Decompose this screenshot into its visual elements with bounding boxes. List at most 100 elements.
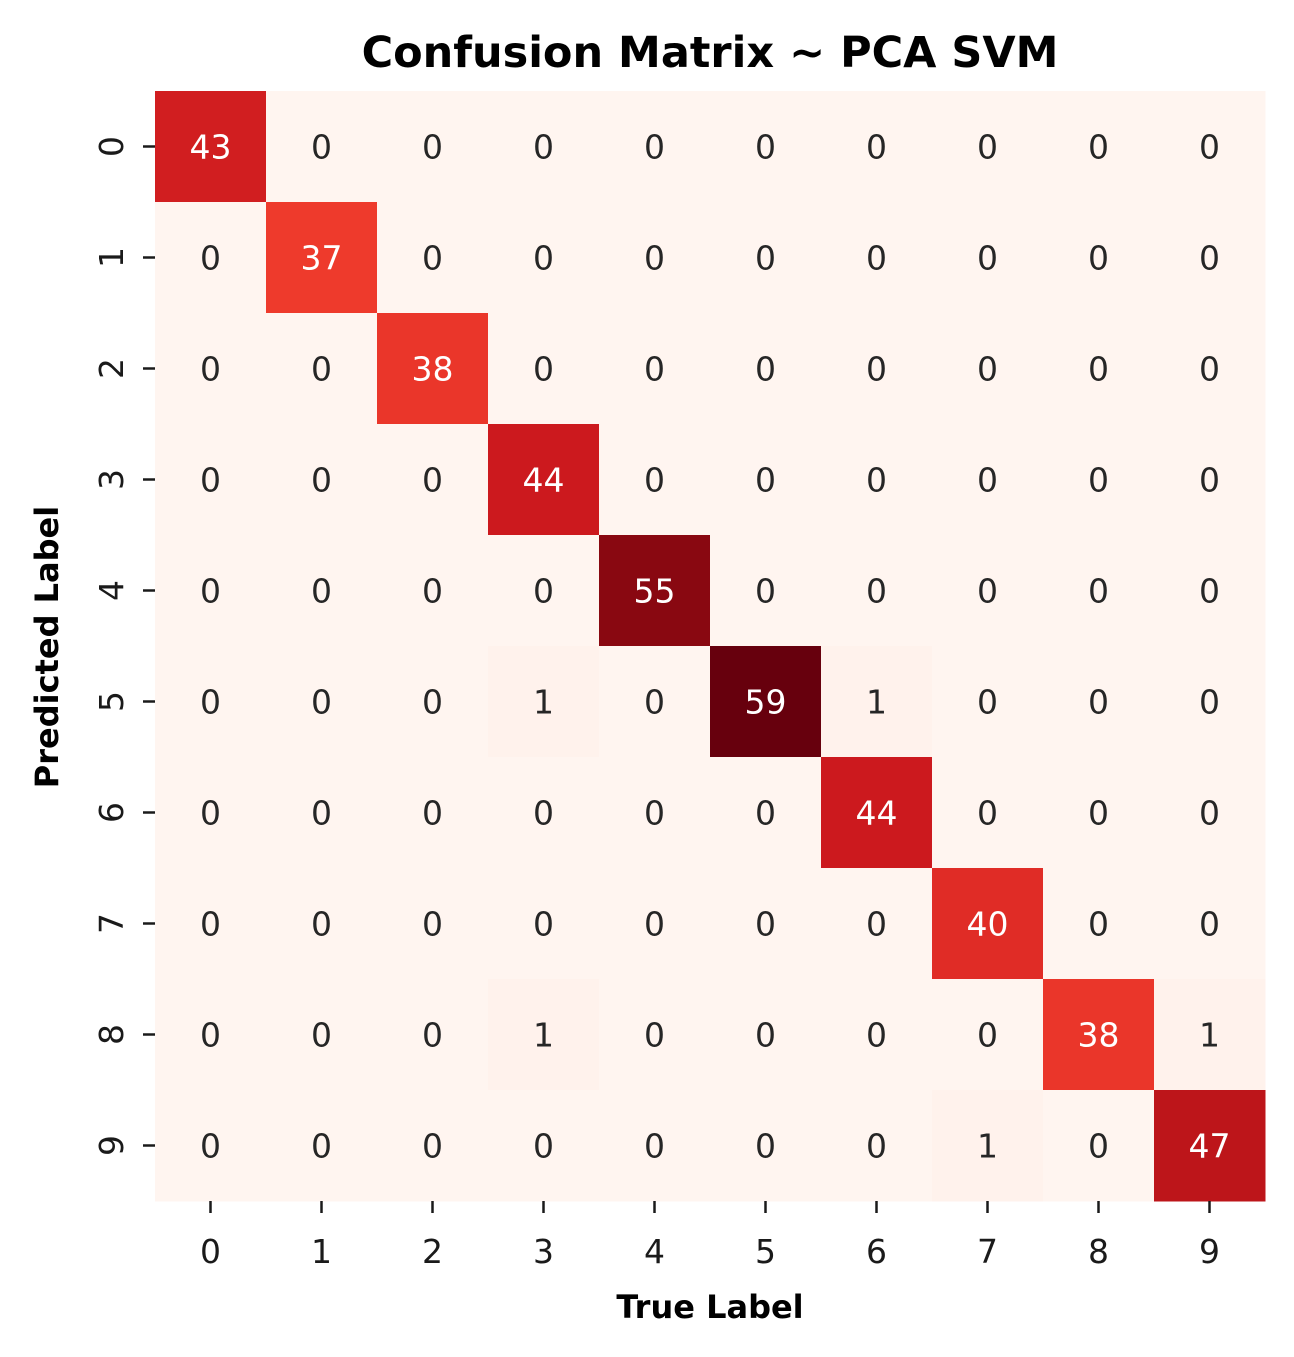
heatmap-cell-1-4: [599, 202, 711, 314]
cell-value-8-0: 0: [200, 1016, 221, 1055]
cell-value-5-1: 0: [311, 683, 332, 722]
x-tick-label-3: 3: [533, 1232, 554, 1271]
cell-value-3-2: 0: [422, 461, 443, 500]
cell-value-2-0: 0: [200, 350, 221, 389]
y-tick-label-5: 5: [92, 691, 131, 712]
heatmap-cell-5-4: [599, 646, 711, 758]
heatmap-cell-8-2: [377, 979, 489, 1091]
cell-value-9-3: 0: [533, 1127, 554, 1166]
heatmap-cell-7-1: [266, 868, 378, 980]
heatmap-cell-6-5: [710, 757, 822, 869]
x-tick-label-0: 0: [200, 1232, 221, 1271]
cell-value-8-8: 38: [1078, 1016, 1120, 1055]
heatmap-cell-0-5: [710, 91, 822, 203]
cell-value-3-5: 0: [755, 461, 776, 500]
cell-value-8-2: 0: [422, 1016, 443, 1055]
cell-value-2-3: 0: [533, 350, 554, 389]
cell-value-2-4: 0: [644, 350, 665, 389]
chart-title: Confusion Matrix ~ PCA SVM: [362, 28, 1059, 78]
heatmap-cell-7-3: [488, 868, 600, 980]
cell-value-7-1: 0: [311, 905, 332, 944]
cell-value-3-9: 0: [1199, 461, 1220, 500]
cell-value-4-5: 0: [755, 572, 776, 611]
x-axis-ticks: 0 1 2 3 4 5 6 7 8 9: [200, 1201, 1220, 1271]
heatmap-cell-6-2: [377, 757, 489, 869]
y-tick-label-9: 9: [92, 1135, 131, 1156]
x-tick-label-2: 2: [422, 1232, 443, 1271]
cell-value-4-1: 0: [311, 572, 332, 611]
heatmap-cell-5-0: [155, 646, 267, 758]
heatmap-cell-5-9: [1154, 646, 1266, 758]
cell-value-9-2: 0: [422, 1127, 443, 1166]
heatmap-cell-2-9: [1154, 313, 1266, 425]
cell-value-4-4: 55: [634, 572, 676, 611]
heatmap-cell-5-6: [821, 646, 933, 758]
cell-value-3-4: 0: [644, 461, 665, 500]
heatmap-cell-2-6: [821, 313, 933, 425]
cell-value-5-7: 0: [977, 683, 998, 722]
heatmap-cell-8-4: [599, 979, 711, 1091]
cell-value-7-5: 0: [755, 905, 776, 944]
cell-value-3-3: 44: [523, 461, 565, 500]
cell-value-8-3: 1: [533, 1016, 554, 1055]
heatmap-cell-8-3: [488, 979, 600, 1091]
heatmap-cell-6-3: [488, 757, 600, 869]
cell-value-1-9: 0: [1199, 239, 1220, 278]
x-tick-label-7: 7: [977, 1232, 998, 1271]
heatmap-cell-3-6: [821, 424, 933, 536]
x-tick-label-9: 9: [1199, 1232, 1220, 1271]
heatmap-cell-8-8: [1043, 979, 1155, 1091]
cell-value-6-9: 0: [1199, 794, 1220, 833]
heatmap-cell-3-1: [266, 424, 378, 536]
y-tick-label-0: 0: [92, 136, 131, 157]
heatmap-cell-3-2: [377, 424, 489, 536]
heatmap-cell-9-5: [710, 1090, 822, 1202]
heatmap-cell-3-3: [488, 424, 600, 536]
heatmap-cell-9-8: [1043, 1090, 1155, 1202]
heatmap-cell-9-1: [266, 1090, 378, 1202]
cell-value-3-0: 0: [200, 461, 221, 500]
cell-value-0-7: 0: [977, 128, 998, 167]
cell-value-9-9: 47: [1189, 1127, 1231, 1166]
heatmap-cell-2-1: [266, 313, 378, 425]
cell-value-1-3: 0: [533, 239, 554, 278]
heatmap-cell-0-7: [932, 91, 1044, 203]
heatmap-cell-4-4: [599, 535, 711, 647]
heatmap-cell-6-1: [266, 757, 378, 869]
cell-value-8-5: 0: [755, 1016, 776, 1055]
cell-value-1-4: 0: [644, 239, 665, 278]
heatmap-cell-9-6: [821, 1090, 933, 1202]
cell-value-3-8: 0: [1088, 461, 1109, 500]
cell-value-7-0: 0: [200, 905, 221, 944]
heatmap-cell-3-0: [155, 424, 267, 536]
heatmap-cell-7-0: [155, 868, 267, 980]
y-tick-label-8: 8: [92, 1024, 131, 1045]
heatmap-cell-7-2: [377, 868, 489, 980]
cell-value-2-1: 0: [311, 350, 332, 389]
cell-value-7-2: 0: [422, 905, 443, 944]
cell-value-4-6: 0: [866, 572, 887, 611]
heatmap-cell-4-0: [155, 535, 267, 647]
heatmap-cell-4-2: [377, 535, 489, 647]
cell-value-6-7: 0: [977, 794, 998, 833]
cell-value-0-3: 0: [533, 128, 554, 167]
y-axis-ticks: 0 1 2 3 4 5 6 7 8 9: [92, 136, 155, 1156]
cell-value-8-1: 0: [311, 1016, 332, 1055]
cell-value-1-2: 0: [422, 239, 443, 278]
y-tick-label-7: 7: [92, 913, 131, 934]
heatmap-cell-5-7: [932, 646, 1044, 758]
cell-value-7-9: 0: [1199, 905, 1220, 944]
cell-value-0-2: 0: [422, 128, 443, 167]
heatmap-cell-7-6: [821, 868, 933, 980]
heatmap-cell-7-8: [1043, 868, 1155, 980]
cell-value-4-0: 0: [200, 572, 221, 611]
heatmap-cell-0-8: [1043, 91, 1155, 203]
cell-value-5-4: 0: [644, 683, 665, 722]
cell-value-9-7: 1: [977, 1127, 998, 1166]
cell-value-2-7: 0: [977, 350, 998, 389]
cell-value-5-2: 0: [422, 683, 443, 722]
heatmap-cell-1-2: [377, 202, 489, 314]
heatmap-cell-6-0: [155, 757, 267, 869]
heatmap-cell-9-3: [488, 1090, 600, 1202]
